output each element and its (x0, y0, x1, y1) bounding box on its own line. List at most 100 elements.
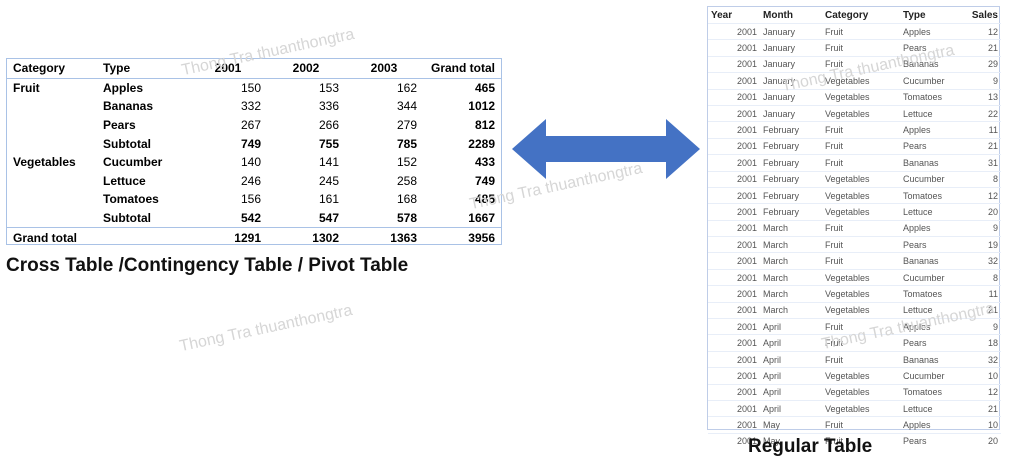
regular-row: 2001 January Fruit Apples 12 (708, 23, 1001, 40)
regular-type-cell: Lettuce (903, 403, 933, 414)
regular-month-cell: February (763, 157, 800, 168)
pivot-2001-cell: 156 (240, 192, 261, 207)
regular-row: 2001 April Vegetables Lettuce 21 (708, 400, 1001, 416)
pivot-2002-cell: 161 (318, 192, 339, 207)
regular-sales-cell: 11 (988, 288, 998, 299)
regular-year-cell: 2001 (736, 206, 757, 217)
pivot-category-cell (7, 172, 97, 191)
regular-month-cell: April (763, 354, 782, 365)
pivot-header-grand-total: Grand total (423, 59, 501, 79)
pivot-grand-2003: 1363 (345, 227, 423, 247)
regular-row: 2001 January Vegetables Tomatoes 13 (708, 89, 1001, 105)
pivot-type-cell: Cucumber (103, 155, 163, 170)
pivot-category-cell (7, 134, 97, 153)
regular-category-cell: Vegetables (825, 288, 870, 299)
regular-year-cell: 2001 (736, 157, 757, 168)
pivot-total-cell: 465 (474, 80, 495, 95)
regular-sales-cell: 12 (987, 190, 998, 201)
pivot-category-cell (7, 97, 97, 116)
regular-month-cell: March (763, 305, 789, 316)
regular-row: 2001 February Fruit Bananas 31 (708, 154, 1001, 171)
pivot-category-cell: Vegetables (13, 155, 76, 170)
regular-month-cell: March (763, 223, 789, 234)
pivot-row: Bananas 332 336 344 1012 (7, 97, 501, 116)
regular-sales-cell: 20 (987, 206, 998, 217)
regular-year-cell: 2001 (736, 59, 757, 70)
regular-category-cell: Fruit (825, 354, 843, 365)
regular-month-cell: February (763, 174, 800, 185)
regular-category-cell: Fruit (825, 420, 843, 431)
regular-row: 2001 April Fruit Apples 9 (708, 318, 1001, 335)
pivot-category-cell: Fruit (13, 80, 40, 95)
regular-header-year: Year (711, 9, 733, 21)
regular-month-cell: January (763, 75, 796, 86)
regular-type-cell: Cucumber (903, 272, 945, 283)
regular-type-cell: Pears (903, 436, 927, 447)
pivot-2003-cell: 578 (396, 211, 417, 226)
regular-row: 2001 April Vegetables Tomatoes 12 (708, 384, 1001, 400)
regular-row: 2001 March Fruit Bananas 32 (708, 252, 1001, 269)
pivot-2001-cell: 332 (240, 99, 261, 114)
regular-category-cell: Vegetables (825, 305, 870, 316)
regular-sales-cell: 13 (987, 92, 998, 103)
regular-month-cell: March (763, 272, 789, 283)
regular-header-sales: Sales (971, 9, 998, 21)
pivot-grand-total: 3956 (423, 227, 501, 247)
regular-year-cell: 2001 (736, 354, 757, 365)
pivot-row: Pears 267 266 279 812 (7, 116, 501, 135)
regular-category-cell: Fruit (825, 43, 843, 54)
regular-type-cell: Lettuce (903, 206, 933, 217)
watermark: Thong Tra thuanthongtra (178, 301, 354, 356)
regular-row: 2001 March Fruit Apples 9 (708, 220, 1001, 236)
regular-year-cell: 2001 (736, 75, 757, 86)
regular-sales-cell: 9 (992, 321, 998, 332)
regular-sales-cell: 9 (992, 75, 998, 86)
pivot-2001-cell: 150 (240, 80, 261, 95)
regular-row: 2001 February Fruit Pears 21 (708, 138, 1001, 154)
pivot-2003-cell: 344 (396, 99, 417, 114)
regular-month-cell: January (763, 92, 796, 103)
regular-category-cell: Vegetables (825, 108, 870, 119)
regular-type-cell: Tomatoes (903, 288, 943, 299)
regular-category-cell: Vegetables (825, 206, 870, 217)
pivot-2002-cell: 141 (318, 155, 339, 170)
regular-row: 2001 January Fruit Pears 21 (708, 39, 1001, 56)
regular-sales-cell: 22 (987, 108, 998, 119)
regular-type-cell: Tomatoes (903, 92, 943, 103)
regular-type-cell: Apples (903, 420, 931, 431)
pivot-grand-total-row: Grand total 1291 1302 1363 3956 (7, 227, 501, 247)
regular-year-cell: 2001 (736, 370, 757, 381)
regular-type-cell: Pears (903, 338, 927, 349)
regular-category-cell: Vegetables (825, 92, 870, 103)
regular-category-cell: Fruit (825, 239, 843, 250)
pivot-2001-cell: 267 (240, 118, 261, 133)
pivot-total-cell: 433 (474, 155, 495, 170)
regular-month-cell: February (763, 141, 800, 152)
regular-sales-cell: 12 (987, 26, 998, 37)
regular-month-cell: April (763, 338, 782, 349)
pivot-2002-cell: 266 (318, 118, 339, 133)
pivot-grand-label: Grand total (7, 227, 189, 247)
pivot-2003-cell: 152 (396, 155, 417, 170)
regular-year-cell: 2001 (736, 108, 757, 119)
regular-category-cell: Fruit (825, 157, 843, 168)
regular-type-cell: Bananas (903, 256, 939, 267)
pivot-2002-cell: 336 (318, 99, 339, 114)
pivot-header-2003: 2003 (345, 59, 423, 79)
regular-sales-cell: 11 (988, 125, 998, 136)
pivot-category-cell (7, 116, 97, 135)
pivot-2003-cell: 279 (396, 118, 417, 133)
pivot-2001-cell: 542 (240, 211, 261, 226)
pivot-subtotal-row: Subtotal 542 547 578 1667 (7, 209, 501, 228)
regular-row: 2001 May Fruit Apples 10 (708, 416, 1001, 433)
pivot-row: Vegetables Cucumber 140 141 152 433 (7, 153, 501, 172)
regular-row: 2001 May Fruit Pears 20 (708, 433, 1001, 449)
pivot-total-cell: 485 (474, 192, 495, 207)
regular-category-cell: Vegetables (825, 190, 870, 201)
regular-month-cell: January (763, 59, 796, 70)
regular-category-cell: Fruit (825, 26, 843, 37)
pivot-row: Lettuce 246 245 258 749 (7, 172, 501, 191)
regular-month-cell: February (763, 125, 800, 136)
regular-year-cell: 2001 (736, 272, 757, 283)
pivot-total-cell: 1012 (468, 99, 495, 114)
